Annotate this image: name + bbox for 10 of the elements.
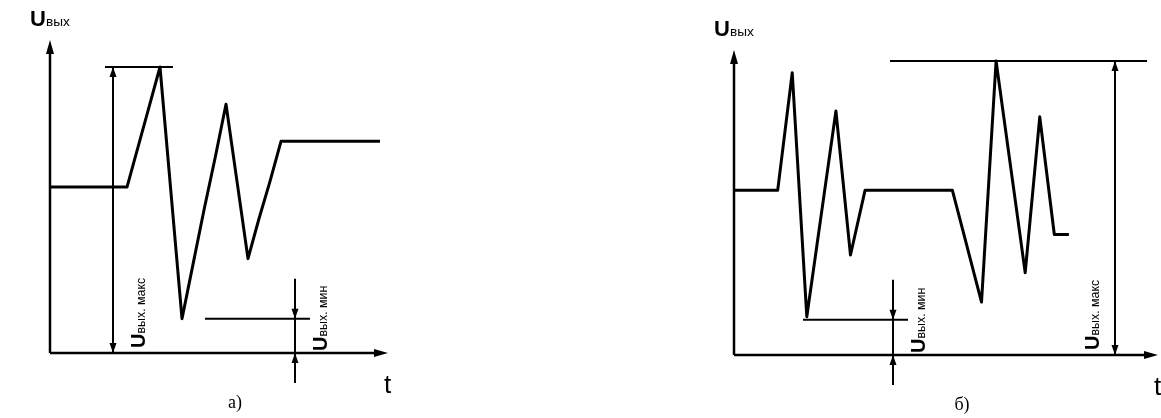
y-axis-title: Uвых <box>714 16 754 41</box>
ref-line-label: Uвых. макс <box>127 277 149 348</box>
ref-line-label: Uвых. мин <box>309 285 331 351</box>
y-axis-title: Uвых <box>30 6 70 31</box>
ref-line-label: Uвых. макс <box>1081 279 1103 350</box>
text: а) <box>228 392 242 413</box>
text: б) <box>954 394 970 415</box>
x-axis-title: t <box>384 369 392 399</box>
x-axis-title: t <box>1154 371 1161 401</box>
ref-line-label: Uвых. мин <box>907 287 929 353</box>
